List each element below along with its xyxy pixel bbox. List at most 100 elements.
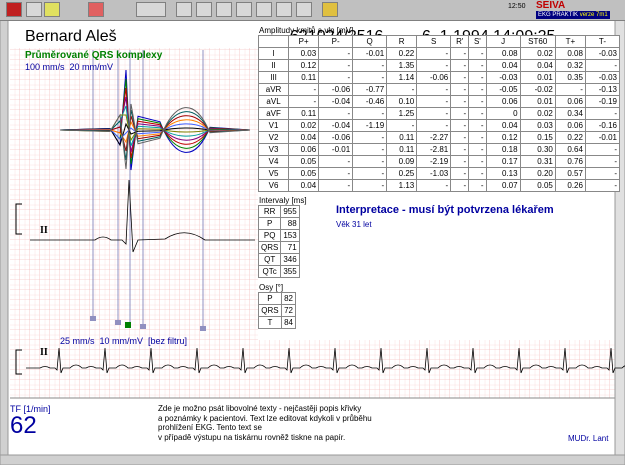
- row-label: V1: [257, 119, 290, 132]
- cell: -: [352, 107, 388, 120]
- cell: -0.04: [318, 119, 354, 132]
- table-row: V2 0.04 -0.06-0.11 -2.27- -0.12 0.15 0.22 -0.01: [257, 131, 621, 144]
- cell: -: [288, 83, 320, 96]
- row-label: V5: [257, 167, 290, 180]
- icon[interactable]: [88, 2, 104, 17]
- icon[interactable]: [236, 2, 252, 17]
- cell: -: [554, 83, 586, 96]
- cell: 82: [280, 292, 297, 305]
- interpretation-text: Věk 31 let: [336, 220, 372, 229]
- cell: -: [288, 95, 320, 108]
- note-line: prohlížení EKG. Tento text se: [158, 423, 262, 432]
- header-cell: R: [386, 35, 418, 48]
- qrs-trace: [59, 103, 251, 170]
- cell: -: [450, 83, 470, 96]
- cell: -: [450, 95, 470, 108]
- cell: -: [468, 119, 487, 132]
- cell: -: [468, 167, 487, 180]
- cell: -0.06: [416, 71, 452, 84]
- heart-rate: 62: [10, 412, 37, 439]
- icon[interactable]: [256, 2, 272, 17]
- icon[interactable]: [44, 2, 60, 17]
- cell: 0.15: [519, 131, 556, 144]
- clock: 12:50: [508, 3, 526, 10]
- row-label: I: [257, 47, 290, 60]
- header-cell: [257, 35, 290, 48]
- cell: -: [584, 155, 621, 168]
- qrs-trace: [59, 114, 251, 142]
- note-line: a poznámky k pacientovi. Text lze editov…: [158, 413, 372, 423]
- table-row: aVF 0.11- -1.25- - -0 0.02 0.34-: [257, 107, 621, 120]
- cell: -: [468, 71, 487, 84]
- cell: -0.01: [584, 131, 621, 144]
- row-label: III: [257, 71, 290, 84]
- header-cell: S: [416, 35, 452, 48]
- cell: -: [352, 155, 388, 168]
- cell: 1.14: [386, 71, 418, 84]
- cell: -0.05: [485, 83, 521, 96]
- icon[interactable]: [322, 2, 338, 17]
- icon[interactable]: [26, 2, 42, 17]
- cell: -0.01: [352, 47, 388, 60]
- table-row: V3 0.06 -0.01-0.11 -2.81- -0.18 0.30 0.64-: [257, 143, 621, 156]
- cell: 88: [280, 217, 300, 230]
- cell: 0.06: [288, 143, 320, 156]
- cell: -: [450, 155, 470, 168]
- cell: 0.18: [485, 143, 521, 156]
- cell: 0.10: [386, 95, 418, 108]
- row-label: PQ: [257, 229, 282, 242]
- icon[interactable]: [6, 2, 22, 17]
- header-cell: P+: [288, 35, 320, 48]
- cell: 0.03: [519, 119, 556, 132]
- section-title: Průměrované QRS komplexy: [25, 50, 163, 61]
- icon[interactable]: [136, 2, 166, 17]
- cell: -0.06: [318, 131, 354, 144]
- cell: -: [352, 143, 388, 156]
- icon[interactable]: [276, 2, 292, 17]
- cell: -2.27: [416, 131, 452, 144]
- icon[interactable]: [196, 2, 212, 17]
- cell: 0.06: [554, 95, 586, 108]
- cell: 346: [280, 253, 300, 266]
- cell: -: [352, 71, 388, 84]
- lead-label: II: [40, 347, 48, 358]
- icon[interactable]: [216, 2, 232, 17]
- cell: 0.04: [485, 119, 521, 132]
- cell: -: [584, 167, 621, 180]
- row-label: QT: [257, 253, 282, 266]
- cell: -: [318, 179, 354, 192]
- cell: -: [450, 47, 470, 60]
- interpretation-title: Interpretace - musí být potvrzena lékaře…: [336, 204, 554, 216]
- cell: -: [318, 167, 354, 180]
- table-row: PQ 153: [257, 229, 300, 242]
- version: verze 7m1: [579, 12, 608, 18]
- icon[interactable]: [296, 2, 312, 17]
- cell: 1.35: [386, 59, 418, 72]
- cell: 1.25: [386, 107, 418, 120]
- note-line: Zde je možno psát libovolné texty - nejč…: [158, 404, 362, 413]
- cell: 0.03: [288, 47, 320, 60]
- table-row: aVL - -0.04 -0.46 0.10- - -0.06 0.01 0.06 -0.19: [257, 95, 621, 108]
- row-label: QRS: [258, 304, 282, 317]
- cell: -0.13: [584, 83, 621, 96]
- icon[interactable]: [176, 2, 192, 17]
- cell: -: [416, 119, 452, 132]
- notes[interactable]: Zde je možno psát libovolné texty - nejč…: [158, 404, 372, 442]
- cell: -0.04: [318, 95, 354, 108]
- cell: -: [450, 167, 470, 180]
- cell: 0.32: [554, 59, 586, 72]
- cell: -: [450, 71, 470, 84]
- cell: -: [416, 47, 452, 60]
- cell: 0.12: [485, 131, 521, 144]
- qrs-trace: [59, 105, 251, 147]
- cell: 0.04: [485, 59, 521, 72]
- cell: 0.05: [288, 155, 320, 168]
- patient-name: Bernard Aleš: [25, 28, 117, 45]
- cell: 0.30: [519, 143, 556, 156]
- doctor: MUDr. Lant: [568, 434, 609, 443]
- cell: -: [450, 179, 470, 192]
- cell: -: [450, 119, 470, 132]
- cell: -: [386, 119, 418, 132]
- lead-ii-average: [30, 179, 255, 253]
- header-cell: T+: [554, 35, 586, 48]
